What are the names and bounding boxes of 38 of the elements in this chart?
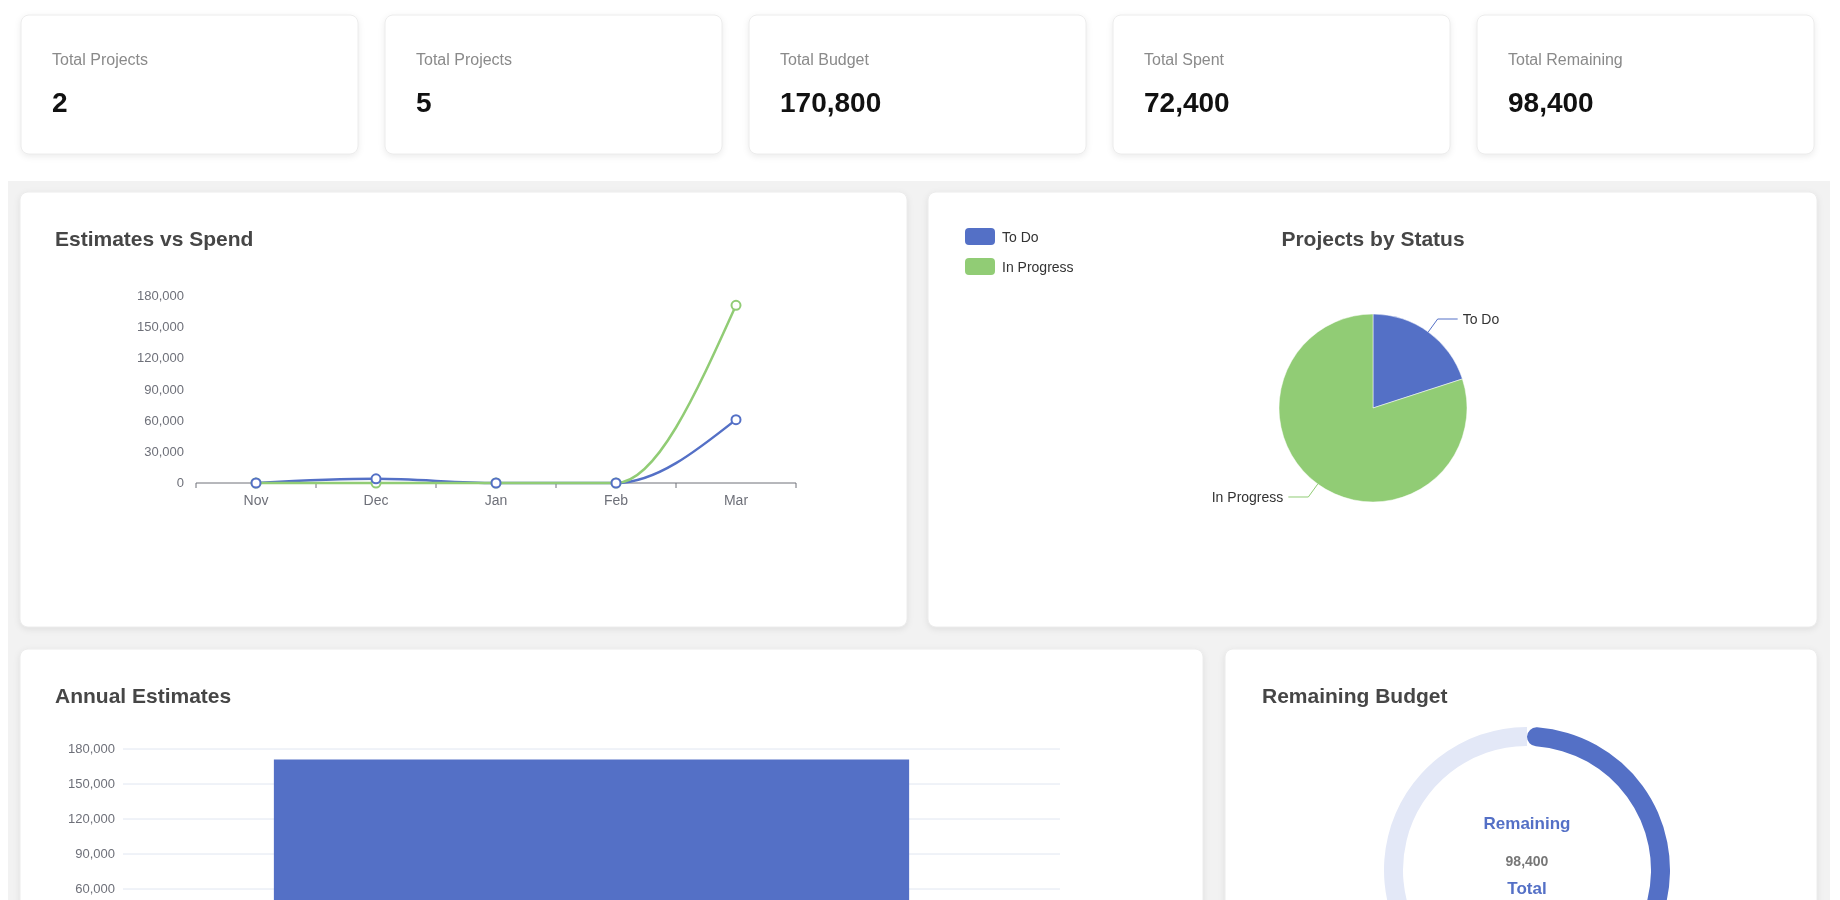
chart-title: Annual Estimates (55, 684, 232, 707)
chart-title: Remaining Budget (1262, 684, 1448, 707)
y-tick-label: 30,000 (144, 443, 184, 459)
text: Total Projects (416, 51, 513, 68)
y-tick-label: 180,000 (68, 741, 115, 756)
x-tick-label: Feb (603, 492, 629, 508)
legend-label: In Progress (1002, 259, 1074, 275)
chart-title: Projects by Status (1281, 227, 1465, 250)
y-tick-label: 180,000 (137, 288, 184, 303)
text: Total (1507, 879, 1547, 898)
x-tick-label: Mar (723, 492, 749, 508)
text: 72,400 (1144, 87, 1230, 118)
slice-label: Remaining (1483, 814, 1571, 833)
y-tick-label: 90,000 (75, 846, 115, 861)
slice-label: To Do (1462, 311, 1500, 328)
text: 98,400 (1508, 87, 1594, 118)
chart-title: Estimates vs Spend (55, 227, 254, 250)
x-tick-label: Nov (243, 492, 269, 508)
text: Total Remaining (1508, 51, 1623, 68)
text: 5 (416, 87, 432, 118)
legend-label: To Do (1002, 229, 1039, 245)
slice-label: In Progress (1211, 488, 1284, 505)
y-tick-label: 150,000 (68, 776, 115, 791)
y-tick-label: 60,000 (144, 412, 184, 428)
text: 170,800 (780, 87, 882, 118)
data-label: 98,400 (1505, 853, 1549, 869)
text: Total Spent (1144, 51, 1225, 68)
y-tick-label: 60,000 (75, 881, 115, 896)
x-tick-label: Jan (484, 492, 508, 508)
y-tick-label: 120,000 (137, 350, 184, 366)
text: Total Projects (52, 51, 149, 68)
y-tick-label: 150,000 (137, 319, 184, 335)
text: Total Budget (780, 51, 870, 68)
y-tick-label: 0 (176, 475, 184, 490)
text: 2 (52, 87, 68, 118)
x-tick-label: Dec (363, 492, 389, 508)
y-tick-label: 120,000 (68, 811, 115, 826)
y-tick-label: 90,000 (144, 381, 184, 397)
